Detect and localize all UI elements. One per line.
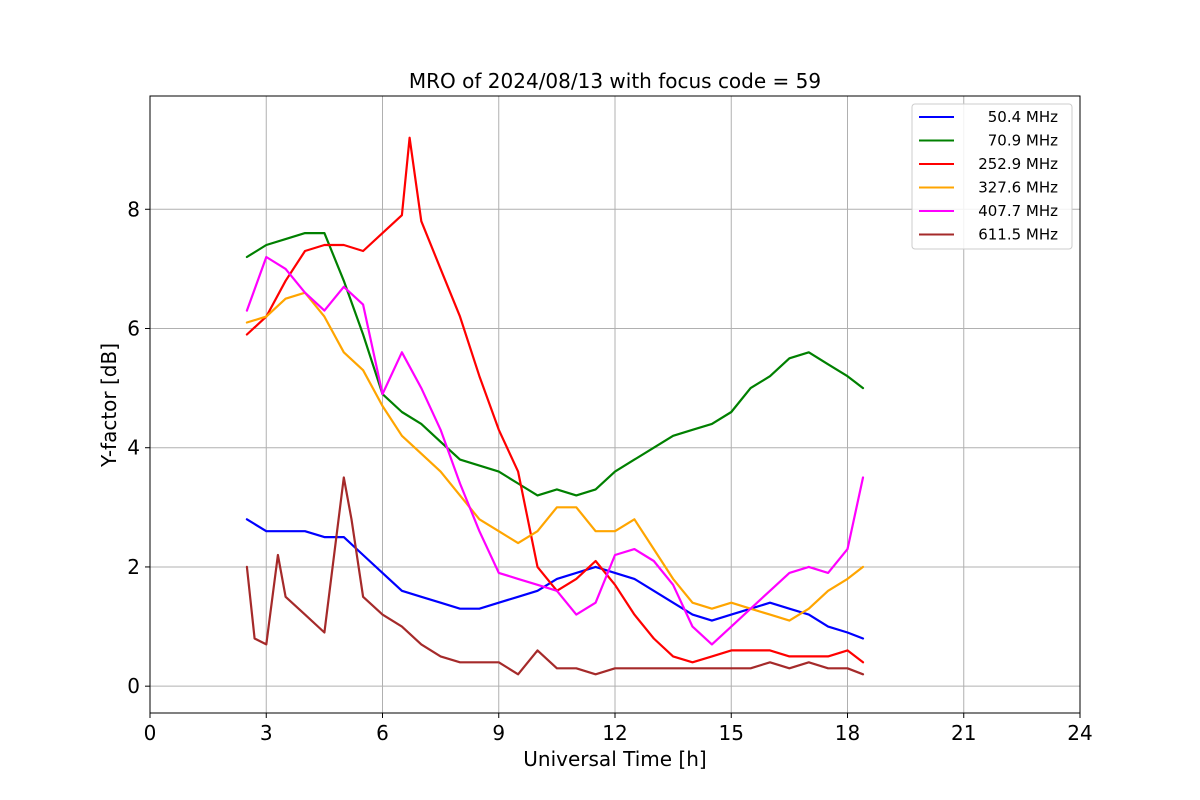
- series-line-70-9-mhz: [245, 232, 865, 497]
- series-line-50-4-mhz: [245, 518, 865, 640]
- x-tick-label: 9: [492, 721, 505, 745]
- x-tick-label: 0: [144, 721, 157, 745]
- series-line-407-7-mhz: [245, 255, 865, 646]
- y-tick-label: 2: [127, 555, 140, 579]
- series-line-252-9-mhz: [245, 136, 865, 664]
- legend-label: 327.6 MHz: [978, 179, 1058, 197]
- legend-label: 70.9 MHz: [988, 132, 1058, 150]
- legend: 50.4 MHz 70.9 MHz 252.9 MHz 327.6 MHz 407.7 …: [911, 103, 1073, 250]
- plot-series: [245, 136, 865, 676]
- y-tick-label: 8: [127, 197, 140, 221]
- x-tick-label: 15: [719, 721, 744, 745]
- legend-label: 252.9 MHz: [978, 155, 1058, 173]
- legend-label: 50.4 MHz: [988, 108, 1058, 126]
- series-line-327-6-mhz: [245, 291, 865, 622]
- x-tick-label: 6: [376, 721, 389, 745]
- y-tick-label: 6: [127, 316, 140, 340]
- legend-label: 611.5 MHz: [978, 226, 1058, 244]
- x-tick-label: 21: [951, 721, 976, 745]
- y-tick-label: 0: [127, 674, 140, 698]
- y-tick-label: 4: [127, 436, 140, 460]
- x-tick-label: 12: [602, 721, 627, 745]
- chart-title: MRO of 2024/08/13 with focus code = 59: [409, 69, 821, 93]
- legend-label: 407.7 MHz: [978, 202, 1058, 220]
- x-tick-label: 18: [835, 721, 860, 745]
- x-tick-label: 24: [1067, 721, 1092, 745]
- x-tick-label: 3: [260, 721, 273, 745]
- y-axis-label: Y-factor [dB]: [97, 343, 121, 468]
- x-axis-label: Universal Time [h]: [523, 747, 706, 771]
- series-line-611-5-mhz: [245, 476, 865, 676]
